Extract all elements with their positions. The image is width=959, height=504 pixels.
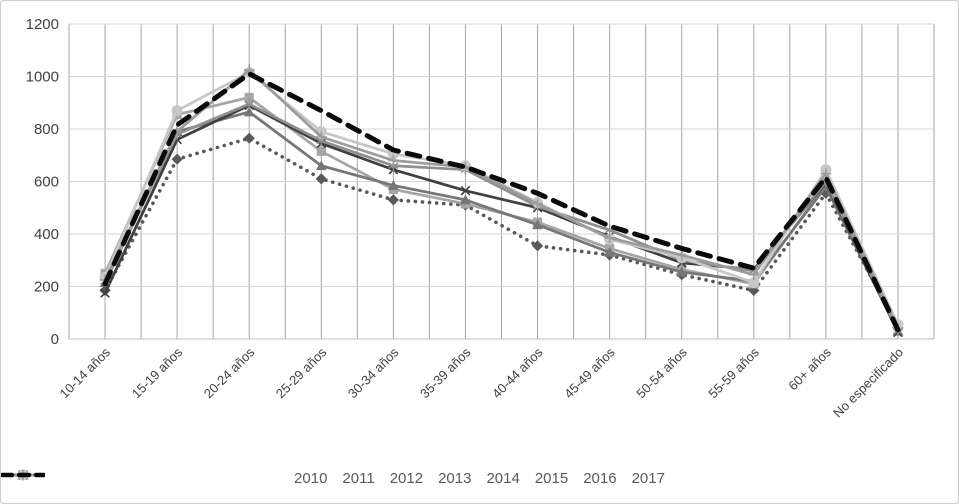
x-tick-label: 45-49 años [561,344,618,401]
x-tick-label: No especificado [830,345,906,421]
x-tick-label: 60+ años [785,344,834,393]
triangle-marker [604,246,616,257]
square-marker [244,92,254,103]
y-tick-label: 400 [34,226,59,243]
triangle-marker [243,106,255,117]
x-tick-label: 20-24 años [201,344,258,401]
triangle-marker [460,194,471,205]
triangle-marker [676,266,688,277]
circle-marker [171,105,183,117]
y-tick-label: 800 [34,121,59,138]
x-tick-label: 50-54 años [633,344,690,401]
asterisk-marker [244,98,255,110]
diamond-marker [315,173,327,185]
x-tick-label: 30-34 años [345,344,402,401]
x-tick-label: 15-19 años [129,344,186,401]
legend-label: 2010 [294,469,328,487]
plus-marker [315,131,327,143]
plus-marker [748,269,760,280]
square-marker [316,146,326,156]
legend-label: 2011 [342,469,375,487]
legend-item-2015: 2015 [2,469,569,487]
series-line [103,136,900,329]
legend-item-2010: 2010 [1,469,328,487]
series-2017 [102,71,901,333]
x-tick-label: 55-59 años [705,344,762,401]
legend-label: 2017 [631,469,665,487]
legend-label: 2015 [534,469,569,487]
plus-marker [820,168,832,179]
y-axis-tick-labels: 0 200 400 600 800 1000 1200 [26,16,59,348]
legend-item-2012: 2012 [2,469,424,487]
legend-label: 2014 [486,469,520,487]
triangle-marker [315,160,327,171]
legend-item-2013: 2013 [2,469,472,487]
chart-legend: 2010 2011 2012 2013 2014 2015 2016 2017 [1,467,958,489]
plus-marker [388,155,399,166]
x-tick-label: 35-39 años [417,344,474,401]
y-tick-label: 200 [34,279,59,296]
plus-marker [604,232,615,244]
x-tick-label: 10-14 años [57,344,114,401]
legend-item-2017: 2017 [1,469,665,487]
legend-item-2016: 2016 [2,469,617,487]
series-line [102,71,901,333]
legend-item-2011: 2011 [2,469,375,487]
diamond-marker [243,132,255,144]
triangle-marker [387,180,399,190]
legend-label: 2012 [389,469,424,487]
y-tick-label: 1000 [26,69,59,86]
legend-label: 2013 [438,469,472,487]
y-tick-label: 600 [34,174,59,191]
x-axis-category-labels: 10-14 años 15-19 años 20-24 años 25-29 años… [57,344,907,420]
x-tick-label: 25-29 años [273,344,330,401]
x-marker [100,288,110,298]
legend-key-none-dash [1,472,45,478]
diamond-marker [387,194,399,206]
y-tick-label: 1200 [26,16,59,33]
diamond-marker [531,240,544,252]
triangle-marker [532,219,543,230]
y-tick-label: 0 [51,331,59,348]
plus-marker [676,249,688,261]
diamond-marker [171,153,183,165]
x-tick-label: 40-44 años [489,344,546,401]
legend-item-2014: 2014 [2,469,520,487]
legend-label: 2016 [583,469,617,487]
plus-marker [532,198,543,210]
x-marker [460,185,471,196]
